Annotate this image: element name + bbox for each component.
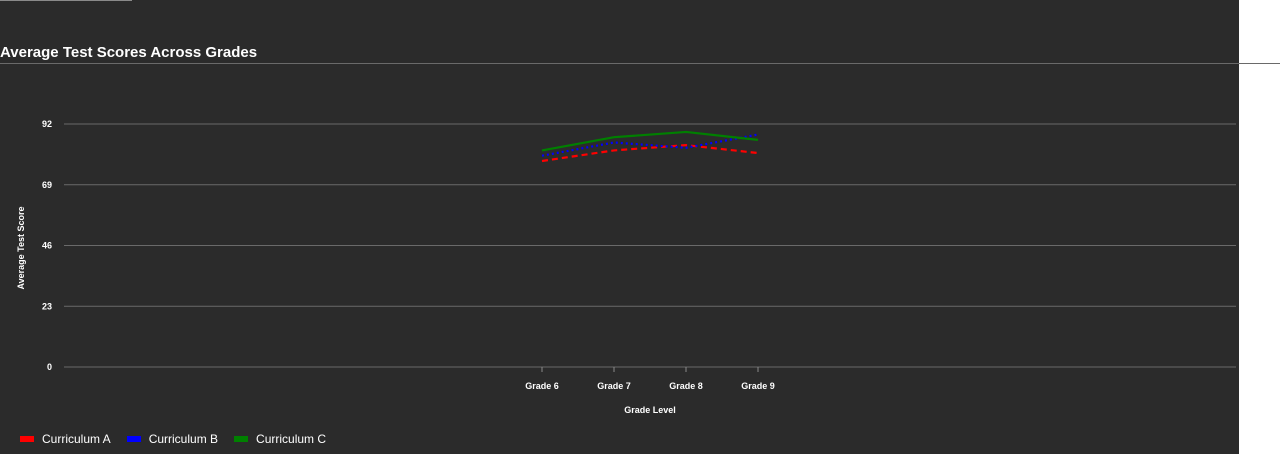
y-tick-label: 46 <box>42 241 52 251</box>
y-tick-label: 69 <box>42 180 52 190</box>
line-chart: 0 23 46 69 92 Grade 6 Grade 7 Grade 8 Grade 9 Gra… <box>16 119 1236 415</box>
y-tick-label: 92 <box>42 119 52 129</box>
legend-item-3[interactable]: Curriculum C <box>234 432 326 446</box>
chart-title: Average Test Scores Across Grades <box>0 44 258 61</box>
legend-swatch <box>126 436 141 442</box>
y-tick-label: 0 <box>47 362 52 372</box>
series-line-2 <box>541 133 759 157</box>
x-tick-label: Grade 7 <box>597 381 631 391</box>
legend-swatch <box>234 436 249 442</box>
legend-item-1[interactable]: Curriculum A <box>20 432 111 446</box>
x-tick-label: Grade 9 <box>741 381 775 391</box>
legend-swatch <box>20 436 34 442</box>
legend-label: Curriculum C <box>256 432 327 446</box>
y-axis-label: Average Test Score <box>16 206 26 289</box>
series-line-1 <box>541 144 759 163</box>
x-axis-label: Grade Level <box>624 405 676 415</box>
y-tick-label: 23 <box>42 301 52 311</box>
series-line-3 <box>541 130 759 152</box>
legend-label: Curriculum A <box>42 432 111 446</box>
chart-legend: Curriculum A Curriculum B Curriculum C <box>20 432 326 446</box>
title-divider <box>0 63 1280 64</box>
x-tick-label: Grade 8 <box>669 381 703 391</box>
legend-item-2[interactable]: Curriculum B <box>126 432 219 446</box>
legend-label: Curriculum B <box>148 432 219 446</box>
top-tab-indicator <box>0 0 132 1</box>
x-tick-label: Grade 6 <box>525 381 559 391</box>
